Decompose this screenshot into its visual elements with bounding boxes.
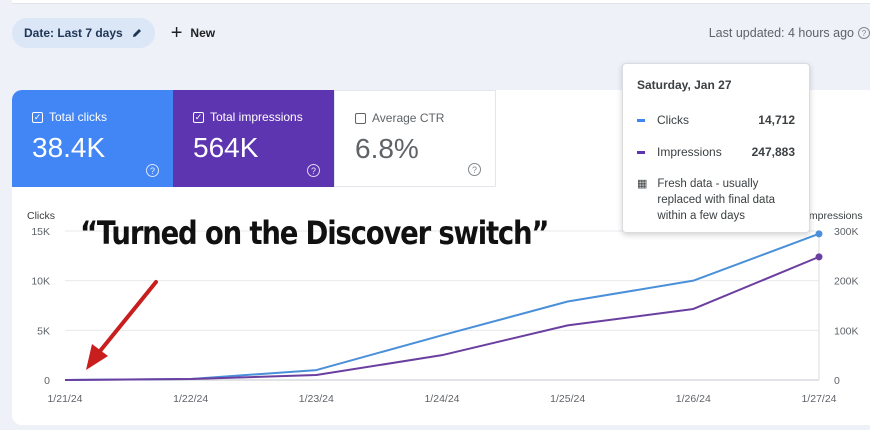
metric-average-ctr[interactable]: Average CTR 6.8% ? <box>334 90 496 187</box>
date-filter-label: Date: Last 7 days <box>24 26 123 40</box>
calendar-icon: ▦ <box>637 178 648 190</box>
metric-value: 38.4K <box>32 132 106 163</box>
tooltip-row-value: 247,883 <box>751 145 795 159</box>
left-tick-label: 5K <box>37 325 50 337</box>
left-tick-label: 15K <box>31 226 50 238</box>
annotation-arrow-head <box>86 344 108 370</box>
x-tick-label: 1/23/24 <box>299 393 334 405</box>
metric-label: Total clicks <box>49 110 108 124</box>
left-axis-title: Clicks <box>27 210 55 222</box>
tooltip-row-value: 14,712 <box>758 113 795 127</box>
tooltip-row-clicks: Clicks 14,712 <box>637 104 795 136</box>
date-filter-chip[interactable]: Date: Last 7 days <box>12 18 155 48</box>
tooltip-fresh-note: ▦ Fresh data - usually replaced with fin… <box>637 176 795 224</box>
help-icon[interactable]: ? <box>468 163 481 176</box>
x-tick-label: 1/22/24 <box>173 393 208 405</box>
chart-tooltip: Saturday, Jan 27 Clicks 14,712 Impressio… <box>622 63 810 233</box>
help-icon[interactable]: ? <box>307 164 320 177</box>
x-tick-label: 1/21/24 <box>47 393 82 405</box>
series-point-impressions <box>815 253 823 261</box>
metric-total-clicks[interactable]: ✓ Total clicks 38.4K ? <box>12 90 173 187</box>
last-updated: Last updated: 4 hours ago ? <box>709 26 870 40</box>
right-tick-label: 200K <box>834 276 859 288</box>
annotation-text: “Turned on the Discover switch” <box>80 214 550 252</box>
metric-value: 564K <box>193 132 259 163</box>
metric-value: 6.8% <box>355 133 419 164</box>
left-tick-label: 0 <box>44 375 50 387</box>
right-tick-label: 0 <box>834 375 840 387</box>
tooltip-row-name: Clicks <box>657 113 689 127</box>
left-tick-label: 10K <box>31 276 50 288</box>
series-point-clicks <box>815 230 823 238</box>
last-updated-text: Last updated: 4 hours ago <box>708 26 854 40</box>
right-axis-title: Impressions <box>806 210 863 222</box>
tooltip-row-impressions: Impressions 247,883 <box>637 136 795 168</box>
right-tick-label: 100K <box>834 325 859 337</box>
series-line-impressions <box>64 255 820 381</box>
pencil-icon <box>132 29 141 37</box>
tooltip-row-name: Impressions <box>657 145 722 159</box>
x-tick-label: 1/25/24 <box>550 393 585 405</box>
checkbox-checked-icon[interactable]: ✓ <box>193 111 204 123</box>
checkbox-checked-icon[interactable]: ✓ <box>32 111 43 123</box>
series-line-clicks <box>64 232 820 381</box>
impressions-swatch <box>637 150 645 154</box>
checkbox-unchecked-icon[interactable] <box>355 112 366 124</box>
new-button[interactable]: + New <box>171 23 215 43</box>
toolbar: Date: Last 7 days + New Last updated: 4 … <box>12 17 870 49</box>
annotation-arrow-shaft <box>94 280 158 358</box>
metric-label: Average CTR <box>372 111 445 125</box>
help-icon[interactable]: ? <box>146 164 159 177</box>
x-tick-label: 1/26/24 <box>676 393 711 405</box>
fresh-note-text: Fresh data - usually replaced with final… <box>657 178 776 222</box>
clicks-swatch <box>637 118 645 122</box>
metric-label: Total impressions <box>210 110 303 124</box>
tooltip-date: Saturday, Jan 27 <box>637 78 732 92</box>
x-tick-label: 1/27/24 <box>801 393 836 405</box>
right-tick-label: 300K <box>834 226 859 238</box>
x-tick-label: 1/24/24 <box>424 393 459 405</box>
top-strip <box>12 0 870 4</box>
new-button-label: New <box>190 26 216 40</box>
plus-icon: + <box>170 22 183 44</box>
metric-total-impressions[interactable]: ✓ Total impressions 564K ? <box>173 90 334 187</box>
